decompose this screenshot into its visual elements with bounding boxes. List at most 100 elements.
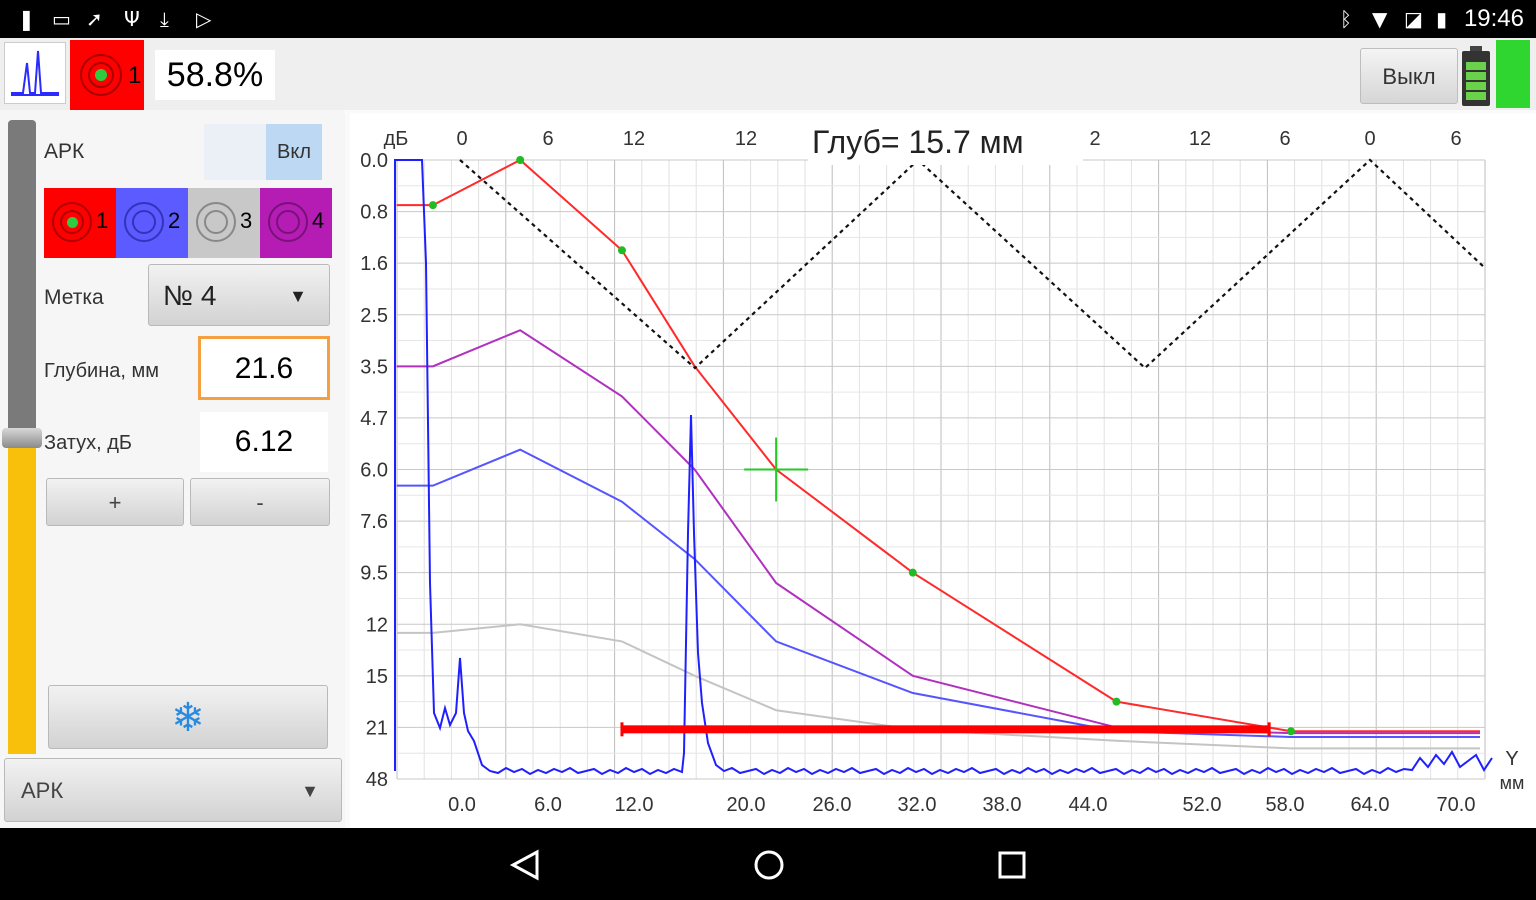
channel-1-button[interactable]: 1 [70, 40, 144, 110]
top-tick-label: 0 [1364, 128, 1375, 150]
depth-input[interactable]: 21.6 [198, 336, 330, 400]
battery-icon: ▮ [1436, 7, 1448, 31]
ark-on-button[interactable]: Вкл [266, 124, 322, 180]
y-tick-label: 0.8 [360, 202, 388, 224]
channel-ring-icon [124, 202, 164, 242]
depth-readout: Глуб= 15.7 мм [812, 124, 1024, 160]
beam-path-line [459, 158, 1486, 370]
channel-number: 1 [128, 62, 142, 89]
x-tick-label: 38.0 [983, 794, 1022, 816]
y-tick-label: 48 [366, 769, 388, 791]
status-bar: ❚ ▭ ➚ Ψ ⤓ ▷ ᛒ ▼ ◪ ▮ 19:46 [0, 0, 1536, 38]
channel-number: 1 [96, 208, 109, 233]
home-icon[interactable] [750, 846, 788, 884]
y-tick-label: 12 [366, 614, 388, 636]
dropdown-arrow-icon: ▼ [289, 286, 307, 306]
attenuation-input[interactable]: 6.12 [200, 412, 328, 472]
ark-marker-point [1112, 697, 1121, 706]
ark-curve-line [396, 158, 1480, 733]
y-tick-label: 3.5 [360, 356, 388, 378]
waveform-line [394, 159, 1493, 776]
image-icon: ▭ [52, 7, 71, 31]
x-tick-label: 26.0 [813, 794, 852, 816]
x-tick-label: 20.0 [727, 794, 766, 816]
ark-marker-point [908, 568, 917, 577]
gate [620, 722, 1271, 737]
channel-3-button[interactable]: 3 [188, 188, 260, 258]
top-tick-label: 6 [1450, 128, 1461, 150]
x-tick-label: 44.0 [1069, 794, 1108, 816]
ark-curve-line [396, 448, 1480, 738]
ark-marker-point [428, 201, 437, 210]
y-tick-label: 9.5 [360, 563, 388, 585]
ark-marker-point [1286, 727, 1295, 736]
x-tick-label: 70.0 [1437, 794, 1476, 816]
x-tick-label: 52.0 [1183, 794, 1222, 816]
channel-number: 3 [240, 208, 253, 233]
top-toolbar: 1 58.8% Выкл [0, 38, 1536, 110]
mark-select[interactable]: № 4 ▼ [148, 264, 330, 326]
recents-icon[interactable] [995, 848, 1029, 882]
chart-grid [396, 159, 1486, 780]
gain-slider-handle[interactable] [2, 428, 42, 448]
channel-ring-icon [80, 54, 122, 96]
gain-display: 58.8% [155, 50, 275, 100]
a-scan-waveform [394, 159, 1493, 776]
top-tick-label: 6 [542, 128, 553, 150]
ark-curve-line [396, 623, 1480, 750]
top-tick-label: 12 [623, 128, 645, 150]
no-sim-icon: ◪ [1404, 7, 1423, 31]
ark-off-segment[interactable] [204, 124, 266, 180]
ark-marker-point [516, 156, 525, 164]
ark-chart[interactable]: 0.0 0.8 1.6 2.5 3.5 4.7 6.0 7.6 9.5 12 15 21 48 0.0 6.… [350, 113, 1536, 828]
cursor-crosshair [744, 437, 809, 502]
ark-markers [428, 156, 1295, 736]
back-icon[interactable] [505, 848, 545, 882]
chart-labels: 0.0 0.8 1.6 2.5 3.5 4.7 6.0 7.6 9.5 12 15 21 48 0.0 6.… [360, 128, 1524, 816]
waveform-icon [11, 50, 59, 96]
bluetooth-icon: ᛒ [1340, 7, 1352, 31]
power-indicator[interactable] [1496, 40, 1530, 108]
play-store-icon: ▷ [196, 7, 212, 31]
mode-select[interactable]: АРК ▼ [4, 758, 342, 822]
rocket-icon: ➚ [86, 7, 103, 31]
channel-1-button[interactable]: 1 [44, 188, 116, 258]
channel-selector: 1 2 3 4 [44, 110, 332, 260]
mark-value: № 4 [163, 280, 217, 311]
ark-title: АРК [44, 140, 85, 163]
x-tick-label: 6.0 [534, 794, 562, 816]
off-button[interactable]: Выкл [1360, 48, 1458, 104]
channel-ring-icon [52, 202, 92, 242]
y-tick-label: 2.5 [360, 305, 388, 327]
wifi-icon: ▼ [1372, 7, 1388, 31]
x-tick-label: 12.0 [615, 794, 654, 816]
mark-label: Метка [44, 286, 104, 309]
navigation-bar [0, 828, 1536, 900]
gain-slider-track[interactable] [8, 120, 36, 442]
x-unit-label: Y [1505, 748, 1518, 770]
channel-2-button[interactable]: 2 [116, 188, 188, 258]
scope-view-button[interactable] [4, 42, 66, 104]
channel-4-button[interactable]: 4 [260, 188, 332, 258]
ark-marker-point [617, 246, 626, 255]
plus-button[interactable]: + [46, 478, 184, 526]
download-icon: ⤓ [160, 7, 169, 31]
freeze-button[interactable]: ❄ [48, 685, 328, 749]
minus-button[interactable]: - [190, 478, 330, 526]
x-tick-label: 0.0 [448, 794, 476, 816]
y-tick-label: 4.7 [360, 408, 388, 430]
y-tick-label: 15 [366, 666, 388, 688]
attenuation-label: Затух, дБ [44, 432, 133, 454]
clock: 19:46 [1463, 5, 1524, 32]
channel-number: 2 [168, 208, 181, 233]
x-tick-label: 32.0 [898, 794, 937, 816]
x-tick-label: 64.0 [1351, 794, 1390, 816]
mode-value: АРК [21, 778, 64, 803]
gate-bar [621, 725, 1270, 734]
y-tick-label: 21 [366, 717, 388, 739]
channel-ring-icon [196, 202, 236, 242]
snowflake-icon: ❄ [171, 695, 205, 741]
top-tick-label: 2 [1089, 128, 1100, 150]
left-panel: АРК Вкл 1 2 3 4 Метка № 4 ▼ Глубина, мм 21.… [0, 110, 345, 828]
y-unit-label: дБ [384, 128, 409, 150]
